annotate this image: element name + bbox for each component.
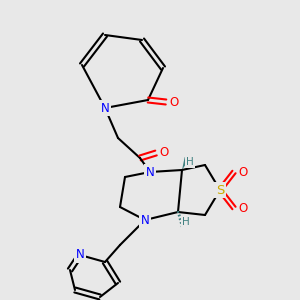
Text: H: H (182, 217, 190, 227)
Text: S: S (216, 184, 224, 196)
Text: O: O (169, 95, 178, 109)
Text: N: N (141, 214, 149, 226)
Text: N: N (76, 248, 84, 262)
Text: N: N (100, 101, 109, 115)
Text: O: O (238, 166, 247, 178)
Text: O: O (238, 202, 247, 214)
Text: O: O (159, 146, 169, 160)
Text: H: H (186, 157, 194, 167)
Text: N: N (146, 166, 154, 178)
Polygon shape (182, 157, 189, 170)
